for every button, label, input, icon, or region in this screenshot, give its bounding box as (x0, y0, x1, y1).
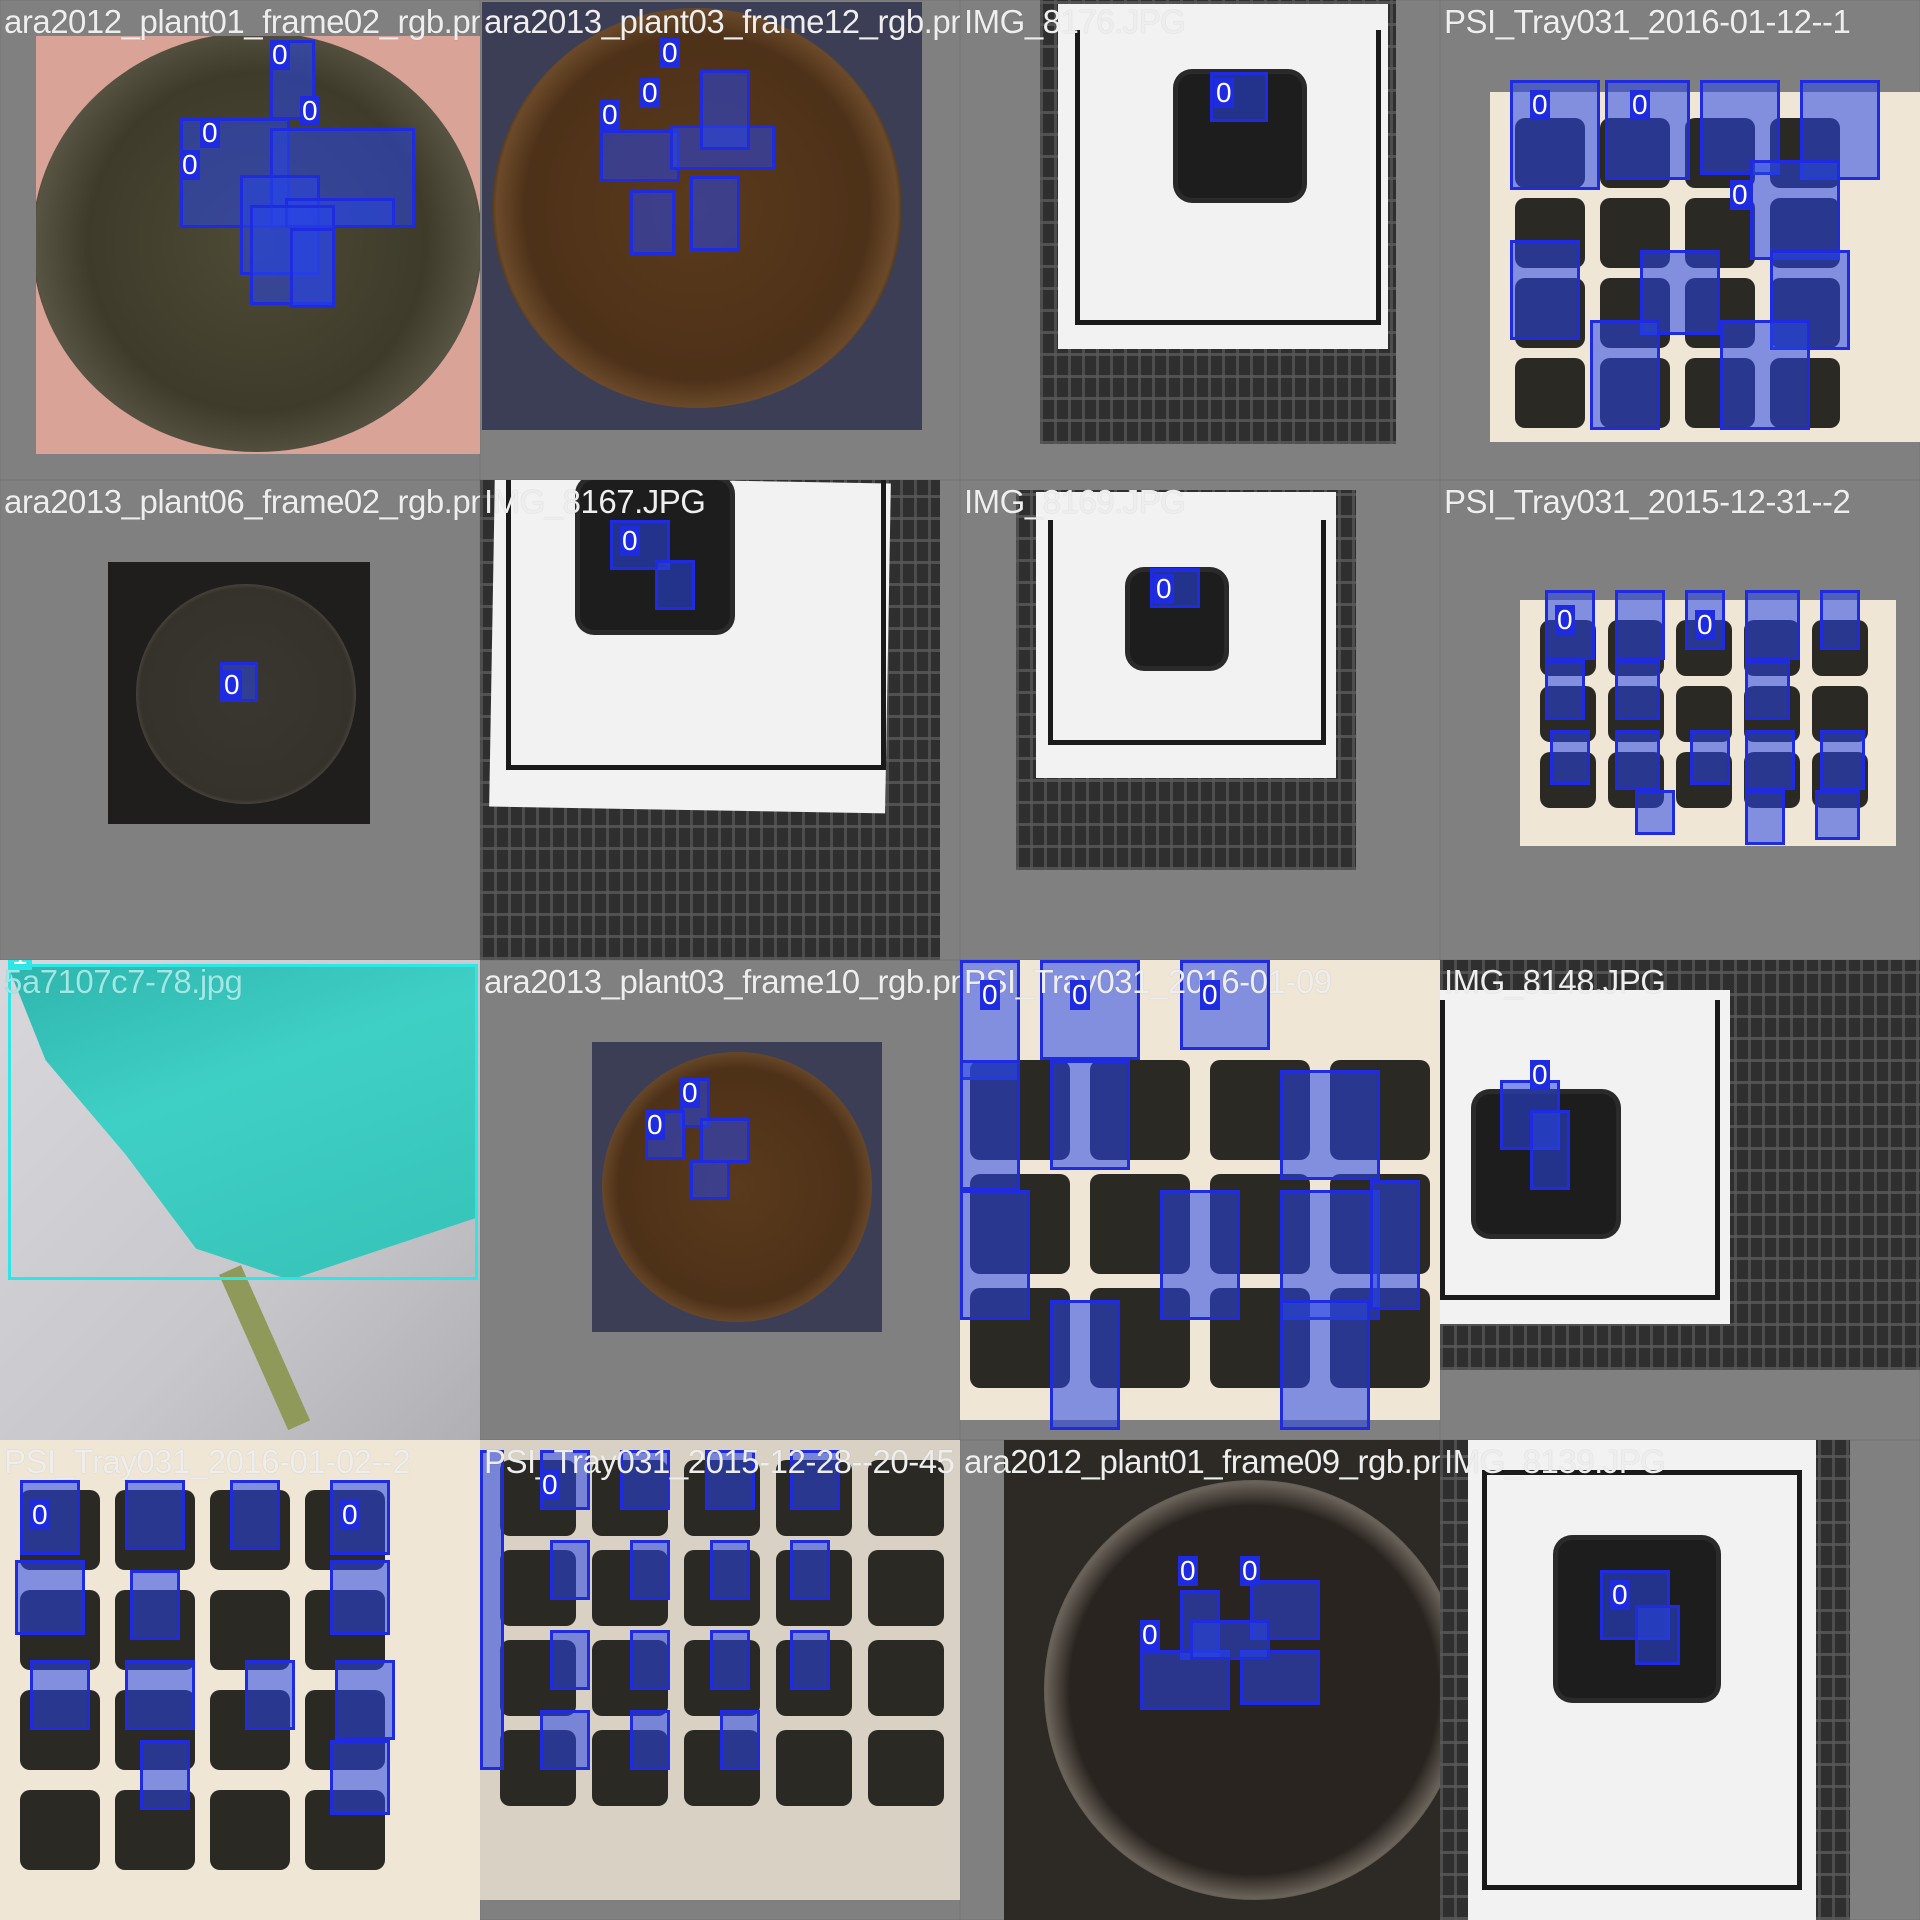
mosaic-tile: IMG_8148.JPG 0 (1440, 960, 1920, 1440)
image-filename: PSI_Tray031_2015-12-28--20-45 (484, 1443, 955, 1480)
detection-label: 0 (640, 77, 660, 108)
detection-label: 0 (200, 117, 220, 148)
class-tag: 1 (8, 960, 32, 970)
mosaic-tile: ara2012_plant01_frame09_rgb.png 0 0 0 (960, 1440, 1440, 1920)
detection-label: 0 (1695, 609, 1715, 640)
mosaic-tile: IMG_8176.JPG 0 (960, 0, 1440, 480)
detection-label: 0 (30, 1499, 50, 1530)
image-filename: IMG_8139.JPG (1444, 1443, 1666, 1480)
image-filename: 5a7107c7-78.jpg (4, 963, 243, 1000)
detection-label: 0 (540, 1469, 560, 1500)
detection-label: 0 (680, 1077, 700, 1108)
image-filename: PSI_Tray031_2016-01-09 (964, 963, 1332, 1000)
mosaic-tile: 1 5a7107c7-78.jpg (0, 960, 480, 1440)
detection-label: 0 (1555, 604, 1575, 635)
detection-label: 0 (300, 95, 320, 126)
detection-label: 0 (1240, 1555, 1260, 1586)
detection-label: 0 (222, 669, 242, 700)
photo (592, 1042, 882, 1332)
detection-label: 0 (1070, 979, 1090, 1010)
mosaic-tile: IMG_8139.JPG 0 (1440, 1440, 1920, 1920)
mosaic-tile: ara2013_plant03_frame10_rgb.png 0 0 (480, 960, 960, 1440)
detection-label: 0 (1200, 979, 1220, 1010)
image-filename: PSI_Tray031_2016-01-02--2 (4, 1443, 411, 1480)
mosaic-tile: IMG_8167.JPG 0 (480, 480, 960, 960)
mosaic-tile: PSI_Tray031_2015-12-31--2 0 0 (1440, 480, 1920, 960)
detection-label: 0 (1530, 89, 1550, 120)
image-filename: IMG_8176.JPG (964, 3, 1186, 40)
mosaic-tile: ara2013_plant03_frame12_rgb.png 0 0 0 (480, 0, 960, 480)
image-filename: IMG_8169.JPG (964, 483, 1186, 520)
detection-label: 0 (270, 39, 290, 70)
image-filename: ara2013_plant06_frame02_rgb.png (4, 483, 480, 520)
image-filename: PSI_Tray031_2016-01-12--1 (1444, 3, 1851, 40)
mosaic-tile: IMG_8169.JPG 0 (960, 480, 1440, 960)
mosaic-tile: PSI_Tray031_2016-01-12--1 0 0 0 (1440, 0, 1920, 480)
leaf-stem (219, 1265, 311, 1431)
detection-label: 0 (620, 525, 640, 556)
photo (0, 960, 480, 1440)
image-filename: IMG_8167.JPG (484, 483, 706, 520)
detection-box-class1 (8, 964, 478, 1280)
mosaic-tile: PSI_Tray031_2016-01-09 0 0 0 (960, 960, 1440, 1440)
detection-label: 0 (180, 149, 200, 180)
photo (482, 2, 922, 430)
detection-label: 0 (1630, 89, 1650, 120)
mosaic-tile: ara2012_plant01_frame02_rgb.png 0 0 0 0 (0, 0, 480, 480)
image-filename: ara2012_plant01_frame02_rgb.png (4, 3, 480, 40)
photo (108, 562, 370, 824)
detection-label: 0 (1214, 77, 1234, 108)
detection-label: 0 (1140, 1619, 1160, 1650)
detection-label: 0 (645, 1109, 665, 1140)
detection-label: 0 (1530, 1059, 1550, 1090)
image-filename: ara2013_plant03_frame10_rgb.png (484, 963, 960, 1000)
detection-label: 0 (1154, 573, 1174, 604)
image-filename: ara2012_plant01_frame09_rgb.png (964, 1443, 1440, 1480)
detection-label: 0 (1178, 1555, 1198, 1586)
mosaic-tile: PSI_Tray031_2016-01-02--2 0 0 (0, 1440, 480, 1920)
detection-label: 0 (980, 979, 1000, 1010)
mosaic-tile: ara2013_plant06_frame02_rgb.png 0 (0, 480, 480, 960)
image-filename: PSI_Tray031_2015-12-31--2 (1444, 483, 1851, 520)
detection-label: 0 (600, 99, 620, 130)
detection-label: 0 (1610, 1579, 1630, 1610)
detection-label: 0 (1730, 179, 1750, 210)
image-filename: ara2013_plant03_frame12_rgb.png (484, 3, 960, 40)
image-filename: IMG_8148.JPG (1444, 963, 1666, 1000)
detection-label: 0 (340, 1499, 360, 1530)
detection-label: 0 (660, 37, 680, 68)
mosaic-tile: PSI_Tray031_2015-12-28--20-45 0 (480, 1440, 960, 1920)
